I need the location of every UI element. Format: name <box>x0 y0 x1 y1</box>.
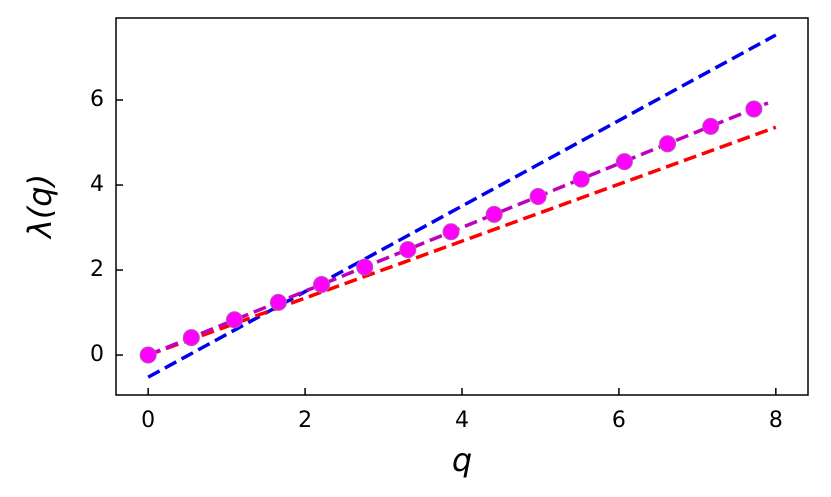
marker <box>182 329 200 347</box>
y-axis-label: λ(q) <box>21 174 59 240</box>
x-tick-label: 0 <box>141 408 155 433</box>
series-line <box>147 33 777 379</box>
y-tick-label: 2 <box>90 257 104 282</box>
x-axis-label: q <box>452 441 472 479</box>
marker <box>399 241 417 259</box>
marker <box>139 346 157 364</box>
marker <box>225 311 243 329</box>
marker <box>615 153 633 171</box>
marker <box>485 205 503 223</box>
marker <box>356 258 374 276</box>
marker <box>659 135 677 153</box>
y-tick-label: 0 <box>90 342 104 367</box>
y-tick-label: 6 <box>90 87 104 112</box>
x-tick-label: 8 <box>769 408 783 433</box>
marker <box>529 188 547 206</box>
marker <box>572 170 590 188</box>
marker <box>269 293 287 311</box>
plot-frame <box>115 17 809 396</box>
marker <box>745 100 763 118</box>
x-tick-label: 6 <box>612 408 626 433</box>
x-tick-label: 2 <box>298 408 312 433</box>
series-line <box>147 125 777 357</box>
marker <box>313 275 331 293</box>
x-tick-label: 4 <box>455 408 469 433</box>
marker <box>702 117 720 135</box>
y-tick-label: 4 <box>90 172 104 197</box>
marker <box>442 223 460 241</box>
